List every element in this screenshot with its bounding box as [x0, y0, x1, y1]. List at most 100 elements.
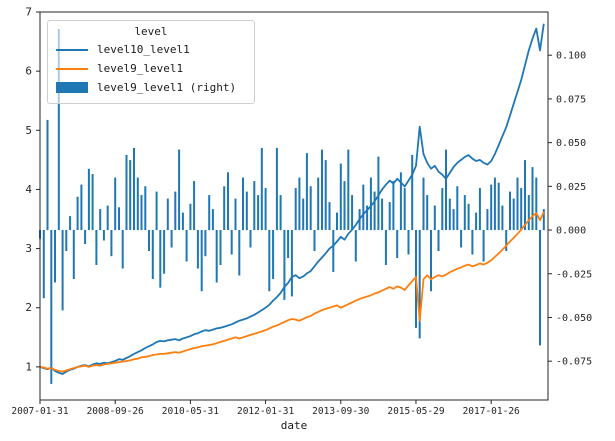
- bar-69: [298, 177, 301, 231]
- right-tick-label: 0.000: [556, 226, 586, 237]
- bar-89: [373, 191, 376, 231]
- bar-20: [114, 177, 117, 231]
- left-tick-label: 5: [25, 124, 32, 137]
- bar-99: [411, 154, 414, 231]
- bar-60: [264, 188, 267, 231]
- bar-93: [388, 202, 391, 231]
- bar-62: [272, 230, 275, 279]
- bar-23: [125, 154, 128, 231]
- bar-80: [339, 163, 342, 230]
- right-tick-label: 0.050: [556, 138, 586, 149]
- bar-105: [433, 205, 436, 231]
- bar-7: [65, 230, 68, 251]
- bar-71: [305, 153, 308, 230]
- bar-104: [430, 230, 432, 292]
- bar-98: [407, 230, 410, 255]
- bar-50: [227, 172, 229, 230]
- bar-12: [84, 230, 87, 244]
- bar-56: [249, 230, 252, 248]
- right-tick-label: -0.025: [556, 269, 592, 280]
- bar-9: [72, 230, 75, 279]
- bar-101: [418, 230, 421, 339]
- legend-entry-label: level9_level1: [97, 62, 184, 75]
- bar-75: [321, 149, 323, 230]
- x-tick-label: 2007-01-31: [11, 406, 68, 417]
- bar-13: [87, 168, 90, 230]
- bar-111: [456, 186, 459, 230]
- bar-5: [57, 29, 60, 231]
- bar-51: [230, 230, 233, 255]
- line-level9_level1: [39, 211, 545, 373]
- x-tick-label: 2008-09-26: [87, 406, 144, 417]
- bar-33: [163, 230, 166, 274]
- bar-73: [313, 230, 316, 251]
- bar-81: [343, 181, 346, 231]
- bar-34: [166, 198, 169, 231]
- bar-16: [99, 209, 102, 231]
- right-tick-label: 0.100: [556, 51, 586, 62]
- bar-74: [317, 177, 320, 231]
- bar-132: [535, 177, 538, 231]
- bar-58: [257, 195, 260, 231]
- bar-63: [275, 147, 278, 231]
- bar-19: [110, 230, 113, 257]
- left-tick-label: 4: [25, 183, 32, 196]
- bar-14: [91, 174, 94, 231]
- bar-90: [377, 156, 380, 230]
- bar-15: [95, 230, 98, 265]
- bar-78: [332, 230, 335, 272]
- left-tick-label: 6: [25, 65, 32, 78]
- bar-27: [140, 195, 143, 231]
- bar-32: [159, 230, 162, 288]
- bar-28: [144, 186, 147, 230]
- bar-110: [452, 209, 455, 231]
- bar-121: [493, 177, 496, 231]
- bar-1: [42, 230, 45, 299]
- bar-42: [196, 230, 199, 269]
- bar-92: [384, 230, 387, 265]
- bar-115: [471, 230, 474, 255]
- bar-129: [524, 160, 526, 230]
- bar-133: [539, 230, 541, 346]
- bar-131: [531, 167, 534, 230]
- bar-113: [463, 195, 466, 231]
- x-tick-label: 2015-05-29: [387, 406, 444, 417]
- bar-47: [215, 230, 218, 283]
- legend-line-swatch: [56, 67, 88, 70]
- bar-21: [118, 207, 120, 230]
- right-tick-label: 0.075: [556, 94, 586, 105]
- bar-119: [486, 209, 489, 231]
- bar-102: [422, 177, 425, 231]
- bar-46: [211, 209, 214, 231]
- legend-bar-swatch: [56, 82, 88, 93]
- right-tick-label: -0.075: [556, 357, 592, 368]
- bar-84: [354, 230, 357, 262]
- bar-108: [445, 149, 447, 230]
- left-tick-label: 2: [25, 301, 32, 314]
- bar-29: [148, 230, 150, 251]
- bar-82: [347, 149, 350, 230]
- bar-109: [448, 198, 451, 231]
- bar-83: [351, 195, 354, 231]
- bar-67: [290, 230, 293, 297]
- x-tick-label: 2017-01-26: [463, 406, 520, 417]
- bar-128: [520, 188, 523, 231]
- x-tick-label: 2013-09-30: [312, 406, 369, 417]
- bar-114: [467, 203, 470, 230]
- bar-49: [223, 186, 226, 230]
- bar-76: [324, 160, 327, 230]
- axes-spines: [39, 11, 549, 401]
- bar-134: [542, 209, 545, 231]
- right-tick-label: 0.025: [556, 182, 586, 193]
- legend-entry-label: level9_level1 (right): [97, 81, 237, 94]
- bar-130: [527, 195, 530, 231]
- bar-77: [328, 202, 331, 231]
- x-tick-label: 2010-05-31: [162, 406, 219, 417]
- bar-112: [460, 230, 463, 248]
- bar-48: [219, 230, 222, 265]
- left-tick-label: 1: [25, 360, 32, 373]
- bar-31: [155, 191, 158, 231]
- bar-17: [102, 230, 105, 241]
- bar-24: [129, 160, 132, 230]
- bar-37: [178, 149, 181, 230]
